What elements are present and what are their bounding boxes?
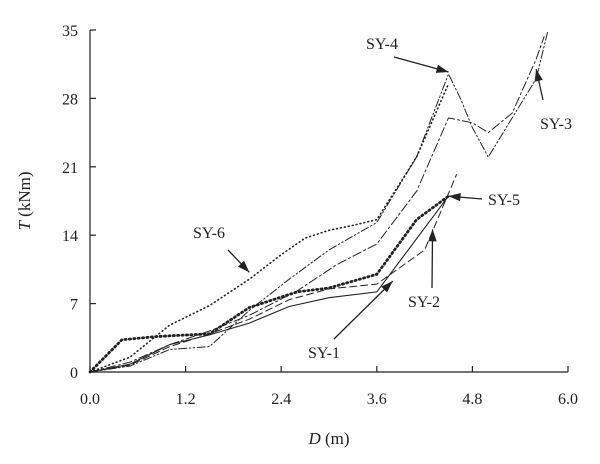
series-sy-1-pointer-line — [333, 280, 394, 340]
series-sy-1-line — [89, 195, 449, 373]
series-sy-4-label: SY-4 — [366, 36, 398, 53]
x-tick-label: 4.8 — [462, 391, 482, 408]
series-sy-3-label: SY-3 — [540, 116, 572, 133]
series-sy-3-line — [89, 36, 545, 373]
y-tick-label: 7 — [70, 297, 78, 314]
series-sy-3-arrowhead — [534, 69, 543, 82]
series-sy-6-arrowhead — [238, 260, 250, 273]
x-tick-label: 0.0 — [80, 391, 100, 408]
x-axis-label: D (m) — [307, 429, 349, 448]
series-sy-6-label: SY-6 — [193, 225, 225, 242]
series-sy-4-arrowhead — [435, 64, 449, 73]
y-tick-label: 28 — [62, 91, 78, 108]
y-axis-ticks: 0 7 14 21 28 35 — [62, 23, 96, 382]
annotation-layer: SY-4 SY-3 SY-5 SY-6 SY-2 SY-1 — [193, 36, 572, 362]
x-tick-label: 3.6 — [367, 391, 387, 408]
y-tick-label: 0 — [70, 365, 78, 382]
x-axis-ticks: 0.0 1.2 2.4 3.6 4.8 6.0 — [80, 366, 578, 408]
series-layer — [88, 29, 549, 374]
y-axis-unit: (kNm) — [15, 171, 34, 221]
x-tick-label: 2.4 — [271, 391, 291, 408]
series-sy-2-label: SY-2 — [408, 294, 440, 311]
y-tick-label: 35 — [62, 23, 78, 40]
series-sy-2-arrowhead — [428, 229, 437, 242]
y-axis-symbol: T — [15, 220, 34, 231]
series-sy-2-line — [89, 174, 457, 373]
x-axis-symbol: D — [307, 429, 321, 448]
series-sy-4-line — [89, 29, 549, 373]
series-sy-5-line — [88, 194, 450, 374]
y-tick-label: 14 — [62, 228, 78, 245]
x-tick-label: 1.2 — [176, 391, 196, 408]
series-sy-5-arrowhead — [448, 193, 461, 202]
series-sy-6-line — [89, 82, 450, 373]
axes — [89, 30, 568, 373]
y-tick-label: 21 — [62, 160, 78, 177]
x-axis-unit: (m) — [321, 429, 350, 448]
series-sy-5-label: SY-5 — [488, 192, 520, 209]
series-sy-1-arrowhead — [381, 281, 393, 293]
series-sy-1-label: SY-1 — [308, 345, 340, 362]
x-tick-label: 6.0 — [558, 391, 578, 408]
y-axis-label: T (kNm) — [15, 171, 34, 230]
